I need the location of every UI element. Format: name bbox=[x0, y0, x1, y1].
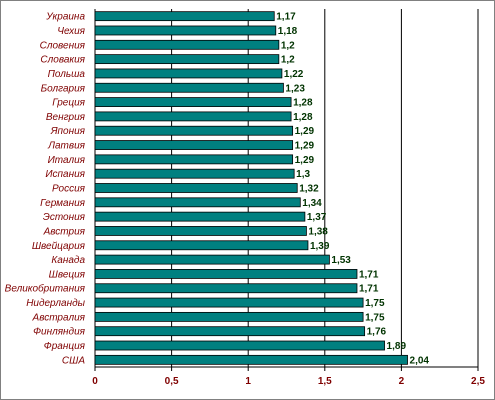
category-label-21: Австралия bbox=[32, 312, 86, 323]
value-label-10: 1,29 bbox=[295, 155, 315, 166]
bar-24 bbox=[94, 354, 408, 365]
bar-2 bbox=[94, 39, 280, 50]
category-label-17: Канада bbox=[51, 255, 85, 266]
bar-0 bbox=[94, 11, 275, 22]
value-label-6: 1,28 bbox=[293, 98, 313, 109]
value-label-13: 1,34 bbox=[302, 198, 322, 209]
x-tick-label-0: 0 bbox=[92, 376, 98, 387]
bar-9 bbox=[94, 140, 294, 150]
category-label-13: Германия bbox=[40, 198, 85, 209]
value-label-19: 1,71 bbox=[359, 284, 379, 295]
value-label-18: 1,71 bbox=[359, 269, 379, 280]
category-label-14: Эстония bbox=[43, 212, 86, 223]
bar-13 bbox=[94, 197, 301, 208]
bar-23 bbox=[94, 340, 385, 351]
value-label-1: 1,18 bbox=[278, 26, 298, 37]
bar-10 bbox=[94, 154, 294, 165]
value-label-16: 1,39 bbox=[310, 241, 330, 252]
value-label-17: 1,53 bbox=[331, 255, 351, 266]
value-label-22: 1,76 bbox=[367, 327, 387, 338]
value-label-24: 2,04 bbox=[410, 355, 430, 366]
bar-7 bbox=[94, 111, 292, 122]
value-label-12: 1,32 bbox=[299, 184, 319, 195]
value-label-4: 1,22 bbox=[284, 69, 304, 80]
category-label-15: Австрия bbox=[43, 226, 86, 237]
category-label-10: Италия bbox=[48, 155, 86, 166]
bar-18 bbox=[94, 269, 358, 279]
value-label-20: 1,75 bbox=[365, 298, 385, 309]
bar-21 bbox=[94, 311, 364, 322]
category-label-2: Словения bbox=[40, 40, 86, 51]
value-label-15: 1,38 bbox=[308, 226, 328, 237]
bar-14 bbox=[94, 211, 306, 222]
category-label-7: Венгрия bbox=[46, 112, 86, 123]
category-label-4: Польша bbox=[48, 69, 86, 80]
x-tick-label-4: 2 bbox=[399, 376, 405, 387]
value-label-2: 1,2 bbox=[281, 40, 295, 51]
bar-6 bbox=[94, 97, 292, 107]
category-label-9: Латвия bbox=[47, 141, 86, 152]
value-label-7: 1,28 bbox=[293, 112, 313, 123]
category-label-12: Россия bbox=[52, 184, 86, 195]
bar-3 bbox=[94, 54, 280, 65]
category-label-18: Швеция bbox=[49, 269, 86, 280]
bar-4 bbox=[94, 68, 283, 79]
category-label-23: Франция bbox=[44, 341, 86, 352]
bar-5 bbox=[94, 82, 284, 93]
category-label-22: Финляндия bbox=[33, 327, 86, 338]
bar-11 bbox=[94, 168, 295, 179]
category-label-1: Чехия bbox=[57, 26, 85, 37]
bar-15 bbox=[94, 226, 307, 236]
category-label-11: Испания bbox=[45, 169, 85, 180]
value-label-9: 1,29 bbox=[295, 141, 315, 152]
category-label-6: Греция bbox=[52, 98, 85, 109]
bar-22 bbox=[94, 326, 366, 337]
value-label-0: 1,17 bbox=[276, 12, 296, 23]
category-label-0: Украина bbox=[45, 12, 85, 23]
bar-20 bbox=[94, 297, 364, 308]
value-label-8: 1,29 bbox=[295, 126, 315, 137]
value-label-14: 1,37 bbox=[307, 212, 327, 223]
x-tick-label-2: 1 bbox=[245, 376, 251, 387]
x-tick-label-1: 0,5 bbox=[165, 376, 179, 387]
category-label-3: Словакия bbox=[40, 55, 85, 66]
value-label-3: 1,2 bbox=[281, 55, 295, 66]
bar-1 bbox=[94, 25, 277, 36]
bar-12 bbox=[94, 183, 298, 193]
value-label-11: 1,3 bbox=[296, 169, 310, 180]
bar-16 bbox=[94, 240, 309, 251]
value-label-21: 1,75 bbox=[365, 312, 385, 323]
category-label-5: Болгария bbox=[41, 83, 86, 94]
value-label-23: 1,89 bbox=[387, 341, 407, 352]
category-label-19: Великобритания bbox=[5, 283, 86, 295]
category-label-8: Япония bbox=[50, 126, 86, 137]
x-tick-label-3: 1,5 bbox=[318, 376, 332, 387]
category-label-16: Швейцария bbox=[32, 241, 86, 252]
category-label-20: Нидерланды bbox=[26, 298, 85, 309]
bar-17 bbox=[94, 254, 330, 265]
bar-8 bbox=[94, 125, 294, 136]
bar-19 bbox=[94, 283, 358, 294]
x-tick-label-5: 2,5 bbox=[471, 376, 485, 387]
value-label-5: 1,23 bbox=[285, 83, 305, 94]
category-label-24: США bbox=[62, 355, 85, 366]
